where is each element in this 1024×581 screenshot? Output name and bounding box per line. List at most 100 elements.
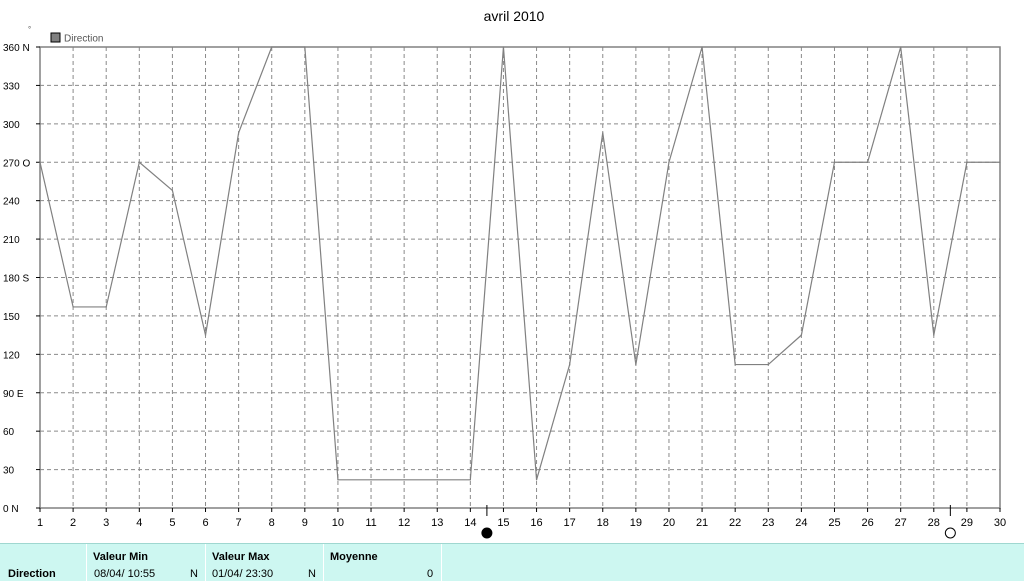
stat-max-date: 01/04/ 23:30 [212, 568, 274, 580]
column-separator [441, 544, 442, 581]
new-moon-icon [481, 527, 493, 539]
data-point [866, 161, 869, 163]
stat-min-header: Valeur Min [93, 551, 149, 563]
data-point [833, 161, 836, 163]
x-axis: 1 2 3 4 5 6 7 8 9 10 11 12 13 14 15 16 17 18 19 20 21 22 23 24 2… [37, 508, 1006, 529]
y-tick-label: 360 N [3, 43, 30, 54]
y-tick-label: 210 [3, 235, 20, 246]
x-tick-label: 30 [994, 517, 1006, 529]
x-tick-label: 19 [630, 517, 642, 529]
data-point [999, 161, 1001, 163]
data-point [966, 161, 968, 163]
data-point [701, 46, 703, 48]
y-tick-label: 240 [3, 197, 20, 208]
column-separator [205, 544, 206, 581]
series-line-direction [39, 46, 1000, 481]
stat-min-value: N [190, 568, 198, 580]
y-tick-label: 60 [3, 427, 15, 438]
legend: Direction [50, 32, 103, 45]
x-tick-label: 17 [564, 517, 576, 529]
y-tick-label: 330 [3, 81, 20, 92]
data-point [72, 306, 74, 308]
y-tick-label: 90 E [3, 389, 24, 400]
data-point [469, 479, 471, 481]
data-point [337, 479, 339, 481]
unit-label: ° [28, 25, 31, 34]
x-tick-label: 13 [431, 517, 443, 529]
x-tick-label: 24 [795, 517, 807, 529]
y-axis: 0 N 30 60 90 E 120 150 180 S 210 240 270 O 300 330 3… [3, 43, 40, 515]
grid [40, 47, 1000, 508]
data-point [436, 479, 438, 481]
stat-mean-value: 0 [427, 568, 434, 580]
x-tick-label: 12 [398, 517, 410, 529]
data-point [933, 334, 935, 336]
data-point [635, 363, 637, 366]
x-tick-label: 7 [236, 517, 242, 529]
column-separator [323, 544, 324, 581]
data-point [138, 161, 140, 163]
x-tick-label: 26 [861, 517, 873, 529]
stat-min: Valeur Min 08/04/ 10:55 N [87, 544, 205, 581]
x-tick-label: 20 [663, 517, 675, 529]
y-tick-label: 300 [3, 120, 20, 131]
y-tick-label: 270 O [3, 158, 30, 169]
stat-min-date: 08/04/ 10:55 [94, 568, 156, 580]
stat-max-header: Valeur Max [212, 551, 270, 563]
data-point [602, 132, 604, 134]
data-point [535, 479, 538, 481]
y-tick-label: 0 N [3, 504, 19, 515]
data-point [238, 132, 240, 134]
x-tick-label: 9 [302, 517, 308, 529]
x-tick-label: 4 [136, 517, 142, 529]
chart-title: avril 2010 [484, 8, 545, 24]
x-tick-label: 29 [961, 517, 973, 529]
data-point [668, 161, 670, 163]
x-tick-label: 8 [269, 517, 275, 529]
data-point [171, 189, 174, 192]
series-layer [39, 46, 1001, 481]
x-tick-label: 14 [464, 517, 476, 529]
stat-mean: Moyenne 0 [324, 544, 441, 581]
x-tick-label: 22 [729, 517, 741, 529]
x-tick-label: 27 [895, 517, 907, 529]
data-point [767, 363, 769, 366]
x-tick-label: 15 [497, 517, 509, 529]
moon-phase-layer [481, 505, 956, 539]
x-tick-label: 18 [597, 517, 609, 529]
statistics-row-label: Direction [8, 568, 56, 580]
x-tick-label: 16 [530, 517, 542, 529]
data-point [569, 363, 571, 366]
data-point [105, 306, 107, 308]
x-tick-label: 2 [70, 517, 76, 529]
y-tick-label: 30 [3, 466, 15, 477]
x-tick-label: 5 [169, 517, 175, 529]
legend-label: Direction [64, 34, 103, 45]
data-point [304, 46, 306, 48]
statistics-bar: Direction Valeur Min 08/04/ 10:55 N Vale… [0, 543, 1024, 581]
x-tick-label: 6 [202, 517, 208, 529]
column-separator [86, 544, 87, 581]
legend-swatch [50, 32, 61, 43]
stat-mean-header: Moyenne [330, 551, 378, 563]
x-tick-label: 23 [762, 517, 774, 529]
x-tick-label: 11 [365, 517, 376, 529]
y-tick-label: 120 [3, 350, 20, 361]
x-tick-label: 1 [37, 517, 43, 529]
data-point [403, 479, 405, 481]
data-point [39, 161, 41, 163]
y-tick-label: 180 S [3, 274, 29, 285]
data-point [734, 363, 736, 366]
data-point [271, 46, 273, 48]
data-point [900, 46, 902, 48]
stat-max-value: N [308, 568, 316, 580]
x-tick-label: 3 [103, 517, 109, 529]
data-point [204, 334, 207, 336]
x-tick-label: 10 [332, 517, 344, 529]
stat-max: Valeur Max 01/04/ 23:30 N [206, 544, 323, 581]
full-moon-icon [944, 527, 956, 539]
data-point [800, 334, 802, 336]
data-point [502, 46, 505, 48]
y-tick-label: 150 [3, 312, 20, 323]
